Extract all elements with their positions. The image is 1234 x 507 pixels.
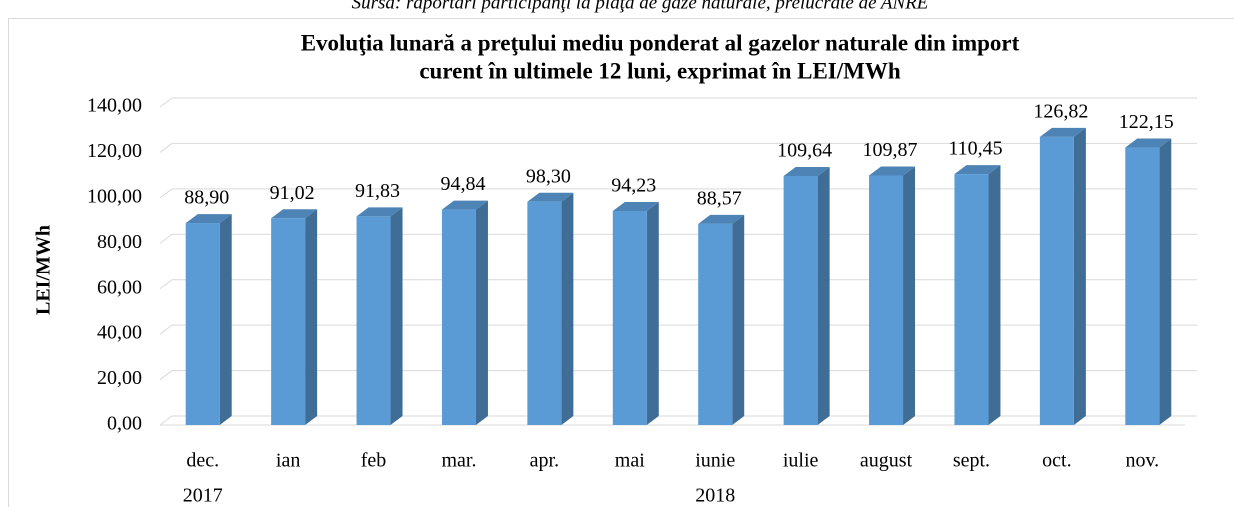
value-label: 109,64 [777, 140, 832, 162]
bar [185, 214, 232, 425]
value-label: 110,45 [948, 138, 1002, 160]
x-tick-label: ian [276, 450, 300, 472]
x-group-label: 2018 [695, 485, 735, 507]
grid-line [159, 188, 173, 199]
y-tick-label: 120,00 [87, 140, 142, 162]
grid-line [159, 97, 173, 108]
bar [356, 207, 403, 425]
value-label: 109,87 [863, 139, 918, 161]
grid-line [159, 143, 173, 153]
value-label: 94,84 [440, 173, 485, 195]
bar [1125, 138, 1172, 426]
x-tick-label: nov. [1125, 450, 1159, 472]
x-tick-label: feb [361, 450, 387, 472]
x-tick-label: mar. [441, 450, 476, 472]
y-tick-label: 0,00 [107, 413, 142, 435]
x-tick-label: oct. [1042, 450, 1071, 472]
x-tick-label: iulie [783, 450, 819, 472]
value-label: 88,90 [184, 187, 229, 209]
value-label: 98,30 [526, 165, 571, 187]
chart-frame [8, 18, 1234, 507]
y-tick-label: 100,00 [87, 185, 142, 207]
value-label: 88,57 [697, 187, 742, 209]
bar [1039, 127, 1086, 425]
bar [271, 209, 318, 425]
x-group-label: 2017 [183, 485, 223, 507]
chart-title: curent în ultimele 12 luni, exprimat în … [419, 58, 901, 83]
bar [783, 166, 830, 425]
x-tick-label: sept. [953, 450, 990, 472]
grid-line [159, 415, 173, 426]
y-tick-label: 40,00 [97, 322, 142, 344]
grid-line [159, 233, 173, 244]
value-label: 91,83 [355, 180, 400, 202]
y-tick-label: 140,00 [87, 95, 142, 117]
grid-line [159, 324, 173, 335]
bar [954, 165, 1001, 425]
bar [441, 200, 488, 425]
source: Sursa: raportări participanţi la piaţa d… [352, 0, 929, 13]
x-tick-label: mai [615, 450, 645, 472]
grid-line [159, 370, 173, 380]
y-tick-label: 60,00 [97, 276, 142, 298]
y-tick-label: 20,00 [97, 367, 142, 389]
value-label: 126,82 [1033, 101, 1088, 123]
value-label: 94,23 [611, 175, 656, 197]
chart-title: Evoluţia lunară a preţului mediu pondera… [301, 30, 1020, 55]
x-tick-label: august [860, 450, 913, 472]
y-axis-label: LEI/MWh [33, 225, 55, 315]
x-tick-label: dec. [186, 450, 219, 472]
bar [869, 166, 916, 425]
bar [527, 192, 574, 425]
bar [698, 214, 745, 425]
grid-line [159, 279, 173, 290]
x-tick-label: apr. [530, 450, 559, 472]
value-label: 122,15 [1119, 111, 1174, 133]
bar [612, 201, 659, 425]
x-tick-label: iunie [695, 450, 735, 472]
value-label: 91,02 [270, 182, 315, 204]
y-tick-label: 80,00 [97, 231, 142, 253]
